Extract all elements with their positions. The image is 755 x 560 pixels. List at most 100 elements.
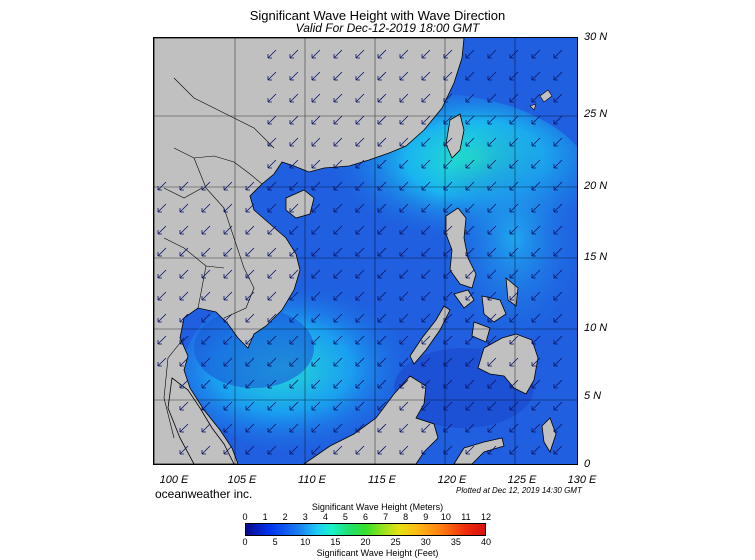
wave-direction-arrow [267, 225, 277, 235]
wave-direction-arrow [465, 269, 475, 279]
wave-direction-arrow [289, 445, 299, 455]
wave-direction-arrow [311, 49, 321, 59]
wave-direction-arrow [487, 313, 497, 323]
wave-direction-arrow [443, 445, 453, 455]
wave-direction-arrow [223, 335, 233, 345]
wave-direction-arrow [443, 313, 453, 323]
plotted-timestamp: Plotted at Dec 12, 2019 14:30 GMT [456, 486, 582, 495]
wave-direction-arrow [355, 291, 365, 301]
wave-direction-arrow [179, 225, 189, 235]
colorbar-title-meters: Significant Wave Height (Meters) [311, 502, 444, 512]
wave-direction-arrow [421, 357, 431, 367]
wave-direction-arrow [487, 225, 497, 235]
wave-direction-arrow [311, 225, 321, 235]
wave-direction-arrow [333, 269, 343, 279]
wave-direction-arrow [465, 401, 475, 411]
wave-direction-arrow [377, 49, 387, 59]
wave-direction-arrow [465, 357, 475, 367]
wave-direction-arrow [179, 335, 189, 345]
wave-direction-arrow [201, 269, 211, 279]
gulf-thailand-water [194, 308, 314, 388]
wave-direction-arrow [179, 445, 189, 455]
wave-direction-arrow [267, 137, 277, 147]
wave-direction-arrow [289, 203, 299, 213]
wave-direction-arrow [289, 93, 299, 103]
wave-direction-arrow [355, 225, 365, 235]
wave-direction-arrow [509, 159, 519, 169]
wave-direction-arrow [355, 423, 365, 433]
wave-direction-arrow [509, 445, 519, 455]
wave-direction-arrow [157, 225, 167, 235]
wave-direction-arrow [377, 379, 387, 389]
wave-direction-arrow [465, 181, 475, 191]
wave-direction-arrow [355, 335, 365, 345]
wave-height-map [153, 37, 578, 465]
wave-direction-arrow [487, 401, 497, 411]
wave-direction-arrow [311, 181, 321, 191]
wave-direction-arrow [465, 247, 475, 257]
wave-direction-arrow [509, 313, 519, 323]
colorbar-meter-tick: 6 [362, 512, 368, 522]
wave-direction-arrow [157, 313, 167, 323]
wave-direction-arrow [531, 379, 541, 389]
wave-direction-arrow [179, 247, 189, 257]
wave-direction-arrow [333, 159, 343, 169]
wave-direction-arrow [377, 203, 387, 213]
wave-direction-arrow [201, 225, 211, 235]
wave-direction-arrow [487, 269, 497, 279]
wave-direction-arrow [399, 71, 409, 81]
wave-direction-arrow [465, 335, 475, 345]
wave-height-colorbar [245, 523, 486, 536]
wave-direction-arrow [553, 291, 563, 301]
wave-direction-arrow [465, 159, 475, 169]
wave-direction-arrow [377, 357, 387, 367]
colorbar-meter-tick: 11 [461, 512, 471, 522]
wave-direction-arrow [399, 445, 409, 455]
wave-direction-arrow [465, 203, 475, 213]
wave-direction-arrow [421, 181, 431, 191]
lon-label-110e: 110 E [298, 474, 326, 486]
wave-direction-arrow [443, 225, 453, 235]
wave-direction-arrow [289, 335, 299, 345]
wave-direction-arrow [355, 181, 365, 191]
wave-direction-arrow [157, 247, 167, 257]
wave-direction-arrow [201, 423, 211, 433]
wave-direction-arrow [509, 335, 519, 345]
wave-direction-arrow [311, 269, 321, 279]
wave-direction-arrow [377, 247, 387, 257]
wave-direction-arrow [355, 49, 365, 59]
wave-direction-arrow [531, 137, 541, 147]
wave-direction-arrow [157, 291, 167, 301]
wave-direction-arrow [377, 181, 387, 191]
wave-direction-arrow [355, 379, 365, 389]
wave-direction-arrow [465, 71, 475, 81]
wave-direction-arrow [421, 445, 431, 455]
wave-direction-arrow [443, 335, 453, 345]
wave-direction-arrow [311, 379, 321, 389]
wave-direction-arrow [223, 181, 233, 191]
land-sulawesi [453, 437, 505, 464]
wave-direction-arrow [289, 159, 299, 169]
wave-direction-arrow [509, 291, 519, 301]
lon-label-115e: 115 E [368, 474, 396, 486]
wave-direction-arrow [531, 357, 541, 367]
colorbar-feet-tick: 40 [480, 537, 491, 547]
wave-direction-arrow [509, 225, 519, 235]
wave-direction-arrow [399, 335, 409, 345]
wave-direction-arrow [465, 115, 475, 125]
wave-direction-arrow [487, 335, 497, 345]
wave-direction-arrow [355, 71, 365, 81]
wave-direction-arrow [443, 49, 453, 59]
wave-direction-arrow [443, 401, 453, 411]
colorbar-feet-tick: 20 [360, 537, 371, 547]
wave-direction-arrow [289, 49, 299, 59]
wave-direction-arrow [553, 71, 563, 81]
wave-direction-arrow [465, 379, 475, 389]
wave-direction-arrow [289, 291, 299, 301]
wave-direction-arrow [267, 379, 277, 389]
wave-direction-arrow [267, 159, 277, 169]
wave-direction-arrow [179, 181, 189, 191]
wave-direction-arrow [377, 269, 387, 279]
wave-direction-arrow [245, 203, 255, 213]
wave-direction-arrow [289, 401, 299, 411]
